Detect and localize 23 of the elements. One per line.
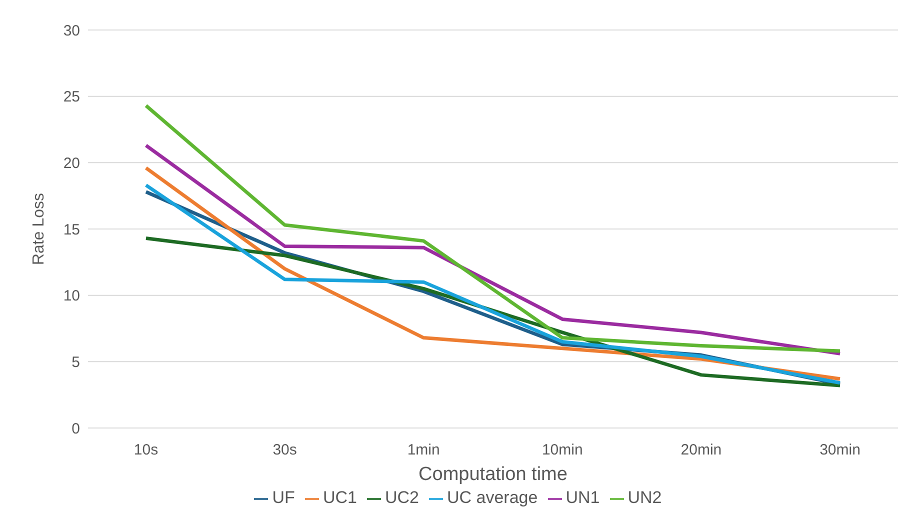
x-tick-label: 30min [820, 442, 860, 459]
y-tick-label: 0 [72, 420, 80, 438]
legend-label: UN2 [628, 488, 662, 507]
line-series [144, 104, 842, 353]
x-tick-label: 20min [680, 442, 722, 459]
y-tick-label: 5 [72, 354, 80, 371]
line-series [144, 144, 842, 356]
y-tick-label: 20 [63, 154, 80, 172]
x-tick-label: 10min [542, 442, 583, 459]
y-axis-title: Rate Loss [30, 192, 48, 266]
y-tick-label: 15 [63, 221, 80, 238]
x-axis-title: Computation time [418, 464, 568, 485]
legend-label: UC average [446, 488, 538, 507]
legend-label: UN1 [566, 488, 600, 507]
legend-label: UC1 [322, 488, 357, 507]
legend-label: UF [272, 488, 295, 507]
legend-label: UC2 [384, 488, 419, 507]
y-tick-label: 25 [63, 88, 80, 106]
y-tick-label: 30 [63, 22, 80, 40]
x-tick-label: 30s [272, 442, 297, 459]
x-tick-label: 10s [134, 442, 158, 459]
y-tick-label: 10 [63, 288, 80, 305]
x-tick-label: 1min [407, 442, 440, 459]
